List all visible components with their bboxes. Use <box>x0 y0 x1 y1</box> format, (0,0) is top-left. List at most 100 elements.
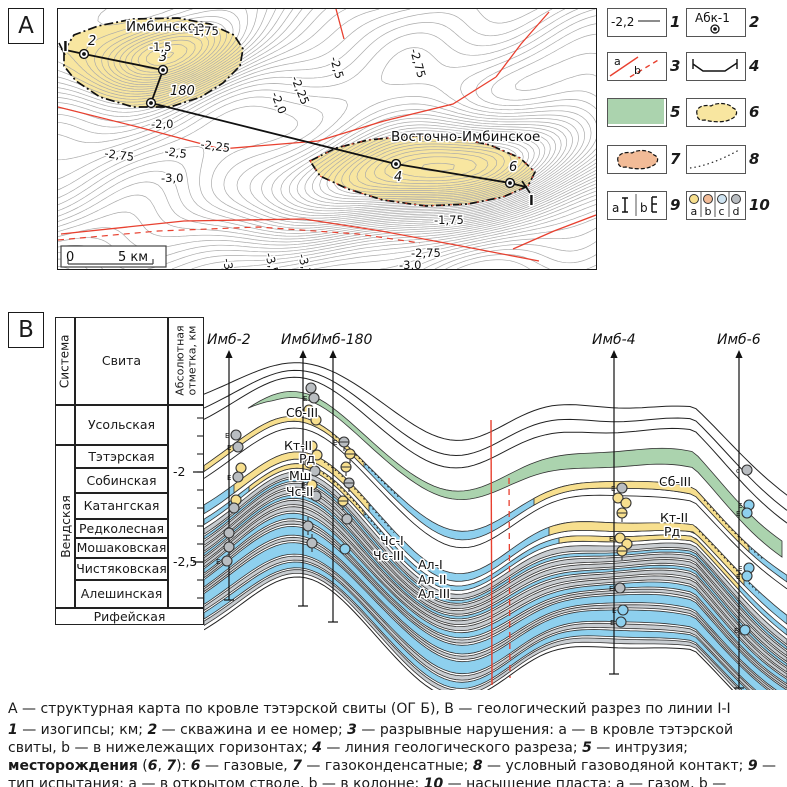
header-svita: Свита <box>75 317 168 405</box>
fault-line-dashed <box>58 226 421 244</box>
test-letter: Е <box>301 443 305 451</box>
map-well <box>504 177 516 189</box>
legend-item-8 <box>686 145 746 174</box>
test-symbol: Е <box>225 429 242 441</box>
scale-zero: 0 <box>66 250 74 265</box>
test-symbol: Е <box>609 532 626 544</box>
horizon-kt2-gas <box>233 451 370 513</box>
layer-band <box>204 512 787 685</box>
layer-band <box>204 569 741 690</box>
legend-item-7 <box>607 145 667 174</box>
test-letter: Е <box>303 395 307 403</box>
system-empty <box>55 405 75 445</box>
layer-band <box>204 477 787 651</box>
test-symbol <box>310 414 322 426</box>
test-symbol <box>311 449 323 461</box>
scale-bar: 0 5 км <box>60 245 167 268</box>
test-symbol <box>310 490 322 502</box>
section-fault-dashed <box>508 477 511 679</box>
test-symbol <box>223 538 235 556</box>
test-letter: Е <box>738 565 742 573</box>
contour-label: -2,75 <box>411 246 441 260</box>
contour-label: -1,5 <box>149 40 171 54</box>
isohypse-icon: -2,2 <box>611 15 660 29</box>
fault-line <box>512 214 596 250</box>
test-letter: Е <box>612 607 616 615</box>
depth-column: -2 -2,5 <box>168 405 204 608</box>
row-Собинская-text: Собинская <box>86 472 157 488</box>
test-letter: Е <box>738 502 742 510</box>
row-Чистяковская: Чистяковская <box>75 558 168 580</box>
row-Тэтэрская-text: Тэтэрская <box>88 448 155 464</box>
legend-item-2: Абк-1 <box>686 8 746 37</box>
field-condensate-icon <box>617 149 659 170</box>
gwc-dotted <box>698 530 760 594</box>
legend-item-number: 3 <box>670 57 681 75</box>
field-outline <box>308 135 537 207</box>
horizon-label: Кт-II <box>660 510 688 525</box>
horizon-sb3-gas <box>533 480 750 553</box>
label: c <box>719 205 725 217</box>
test-symbol: Е <box>736 507 753 519</box>
row-Мошаковская: Мошаковская <box>75 538 168 558</box>
legend-item-number: 5 <box>670 103 681 121</box>
test-letter: Е <box>734 627 738 635</box>
horizon-line <box>204 576 734 690</box>
field-name: Восточно-Имбинское <box>391 129 540 145</box>
row-Алешинская: Алешинская <box>75 580 168 608</box>
row-Мошаковская-text: Мошаковская <box>76 540 167 556</box>
layer-band <box>204 499 787 673</box>
horizon-label: Чс-II <box>286 484 313 499</box>
horizon-label: Ал-III <box>418 586 450 601</box>
test-symbol <box>344 448 356 463</box>
map-well-number: 3 <box>159 50 167 65</box>
row-Редколесная: Редколесная <box>75 519 168 538</box>
label: -2,2 <box>611 15 634 29</box>
test-symbol <box>304 457 316 469</box>
horizon-sb3 <box>204 415 787 583</box>
layer-band <box>204 561 749 690</box>
test-symbol <box>612 492 624 504</box>
layer-band <box>204 536 775 690</box>
layer-band <box>204 555 755 690</box>
legend-item-number: 2 <box>749 13 760 31</box>
header-svita-text: Свита <box>101 353 142 369</box>
field-outline <box>63 17 244 108</box>
horizon-label: Ал-I <box>418 557 443 572</box>
depth-mark: -2 <box>173 464 185 479</box>
legend-item-number: 6 <box>749 103 760 121</box>
test-symbol <box>616 545 628 560</box>
horizon-line <box>204 362 787 496</box>
system-vendskaya-text: Вендская <box>57 495 73 558</box>
layer-band <box>204 471 787 646</box>
layer-band <box>204 506 787 679</box>
test-symbol <box>620 497 632 509</box>
horizon-kt2-gas <box>548 521 745 587</box>
label: b <box>640 201 648 215</box>
section-endpoint-label: I <box>63 40 68 55</box>
test-symbol <box>340 461 352 476</box>
section-well-name: Имб-2 <box>207 332 251 348</box>
horizon-label: Ал-II <box>418 572 446 587</box>
gwc-dotted <box>318 470 390 542</box>
test-symbol: Е <box>301 479 318 491</box>
row-Алешинская-text: Алешинская <box>80 586 163 602</box>
section-well <box>609 350 619 675</box>
test-letter: с <box>736 467 740 475</box>
contour-label: -3,75 <box>220 257 239 270</box>
map-well-number: 2 <box>88 34 96 49</box>
contour-label: -2,75 <box>407 47 429 79</box>
label: b <box>705 205 712 217</box>
legend-item-number: 8 <box>749 150 760 168</box>
horizon-line <box>204 376 787 524</box>
row-Тэтэрская: Тэтэрская <box>75 445 168 468</box>
test-letter: Е <box>611 485 615 493</box>
section-well-name: Имб-180 <box>311 332 373 348</box>
label: a <box>614 55 621 68</box>
section-well <box>298 350 308 607</box>
map-well-number: 4 <box>394 170 402 185</box>
test-symbol: Е <box>609 582 626 594</box>
test-symbol <box>228 502 240 514</box>
